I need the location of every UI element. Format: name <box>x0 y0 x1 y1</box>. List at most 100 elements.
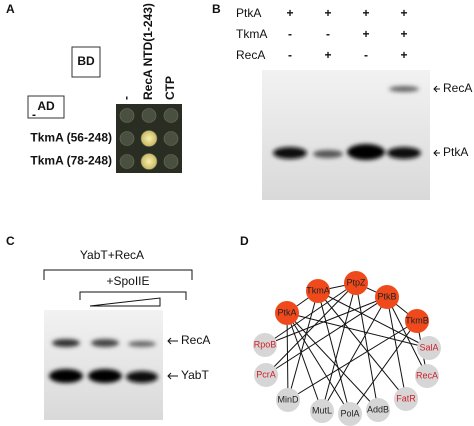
edge <box>317 290 407 400</box>
node <box>253 333 277 357</box>
sign: + <box>400 27 407 41</box>
colony-spot <box>141 108 157 123</box>
edge <box>286 312 351 415</box>
row-label: - <box>32 108 36 122</box>
row-label: RecA <box>236 48 265 62</box>
band-label: RecA <box>443 81 472 95</box>
band <box>273 147 307 159</box>
edge <box>287 320 418 401</box>
node <box>375 285 399 309</box>
sign: + <box>362 6 369 20</box>
node <box>254 363 278 387</box>
node <box>275 301 299 325</box>
edge <box>321 282 357 412</box>
ad-label: AD <box>37 99 55 113</box>
node-label: TkmB <box>405 315 429 325</box>
bd-box <box>71 46 101 78</box>
node <box>415 364 439 388</box>
ad-box <box>27 95 65 119</box>
row-label: PtkA <box>236 6 261 20</box>
bands <box>273 86 421 160</box>
node <box>338 402 362 426</box>
panel-label: B <box>212 2 221 16</box>
column-label: CTP <box>163 76 177 100</box>
node-label: TkmA <box>306 285 330 295</box>
colony-spot <box>119 131 135 146</box>
sign: + <box>324 6 331 20</box>
edge <box>265 296 388 376</box>
panel-label: D <box>240 234 249 248</box>
edge <box>317 290 351 415</box>
edge <box>265 282 357 376</box>
node <box>394 387 418 411</box>
colony-spot <box>140 130 158 147</box>
edge <box>317 290 430 349</box>
sign: + <box>400 48 407 62</box>
sign: - <box>288 27 292 41</box>
band <box>91 339 119 347</box>
band <box>52 339 80 347</box>
node <box>344 271 368 295</box>
node-label: PcrA <box>256 369 276 379</box>
band-label: RecA <box>181 333 210 347</box>
edge <box>286 312 379 411</box>
node-label: RecA <box>416 370 438 380</box>
node-label: MinD <box>277 394 299 404</box>
bands <box>49 339 158 383</box>
band-label: YabT <box>181 368 209 382</box>
node-label: RpoB <box>254 339 277 349</box>
node-label: PolA <box>340 408 359 418</box>
condition-table: PtkA + + + + TkmA - - + + RecA - + - + <box>236 6 408 62</box>
colony-spot <box>163 131 179 146</box>
band <box>347 144 385 160</box>
sign: - <box>326 27 330 41</box>
node-label: PtpZ <box>346 277 366 287</box>
node <box>405 309 429 333</box>
sign: + <box>324 48 331 62</box>
edge <box>286 312 323 412</box>
column-label: - <box>119 96 133 100</box>
band <box>313 150 343 158</box>
bracket <box>43 269 193 280</box>
colony-spot <box>163 108 179 123</box>
node-label: SalA <box>419 342 438 352</box>
edge <box>264 282 357 346</box>
sign: - <box>364 48 368 62</box>
colony-spot <box>119 154 135 169</box>
node-label: PtkB <box>377 291 396 301</box>
node-label: MutL <box>312 405 332 415</box>
colony-spot <box>163 154 179 169</box>
node-label: FatR <box>396 393 416 403</box>
edge <box>287 290 319 401</box>
edge <box>386 296 407 400</box>
bd-label: BD <box>77 54 95 68</box>
row-label: TkmA (56-248) <box>30 131 112 145</box>
panel-label: A <box>6 2 15 16</box>
column-label: RecA NTD(1-243) <box>141 3 155 100</box>
node-label: AddB <box>367 404 389 414</box>
edge <box>286 312 289 401</box>
node <box>417 336 441 360</box>
node <box>366 398 390 422</box>
condition: YabT+RecA <box>80 248 144 262</box>
bracket <box>79 291 187 300</box>
node-label: PtkA <box>277 307 296 317</box>
yeast-plates: - RecA NTD(1-243) CTP - TkmA (56-248) TkmA (7… <box>30 3 182 173</box>
band <box>387 147 421 159</box>
gel <box>44 310 163 420</box>
colony-spot <box>140 153 158 170</box>
sign: + <box>400 6 407 20</box>
node <box>306 279 330 303</box>
edge <box>264 296 388 346</box>
edge <box>321 296 388 412</box>
colony-spot <box>119 108 135 123</box>
row-label: TkmA (78-248) <box>30 154 112 168</box>
band <box>88 369 122 383</box>
panel-label: C <box>6 234 15 248</box>
band-label: PtkA <box>443 145 468 159</box>
edge <box>355 282 379 411</box>
band <box>128 341 156 347</box>
row-label: TkmA <box>236 27 267 41</box>
network: TkmA PtpZ PtkB PtkA TkmB RpoB SalA PcrA RecA MinD… <box>253 271 441 426</box>
arrows <box>167 337 178 380</box>
